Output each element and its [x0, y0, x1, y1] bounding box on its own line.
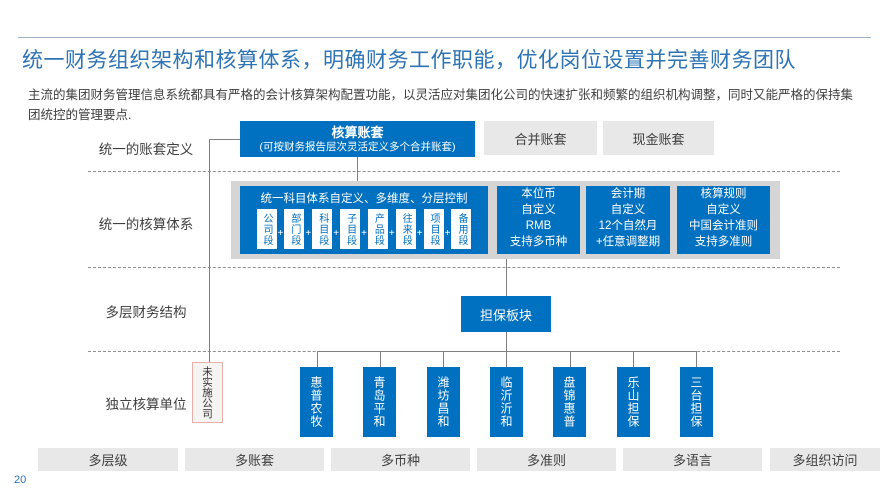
tag-multi-currency: 多币种: [331, 448, 470, 471]
accounting-book-box: 核算账套 (可按财务报告层次灵活定义多个合并账套): [240, 121, 475, 157]
connector-left-vertical: [209, 139, 210, 362]
intro-paragraph: 主流的集团财务管理信息系统都具有严格的会计核算架构配置功能，以灵活应对集团化公司…: [28, 88, 854, 122]
row-label-accounting-system: 统一的核算体系: [98, 217, 194, 232]
unit-box-weifang-changhe: 潍坊昌和: [427, 367, 460, 437]
connector-stub-2: [380, 351, 381, 367]
unit-box-leshan-danbao: 乐山担保: [617, 367, 650, 437]
connector-bus: [317, 351, 697, 352]
row-label-independent-units: 独立核算单位: [105, 397, 187, 412]
connector-stub-7: [696, 351, 697, 367]
period-line: +任意调整期: [595, 236, 661, 248]
currency-line: RMB: [525, 220, 552, 232]
segment-project: 项目段: [423, 209, 444, 249]
subject-segments-row: 公司段 + 部门段 + 科目段 + 子目段 + 产品段 + 往来段 + 项目段 …: [240, 209, 488, 249]
plus-separator: +: [277, 227, 284, 239]
connector-book-to-system: [357, 157, 358, 181]
unit-box-santai-danbao: 三台担保: [680, 367, 713, 437]
accounting-book-subtitle: (可按财务报告层次灵活定义多个合并账套): [259, 140, 456, 153]
segment-company: 公司段: [256, 209, 277, 249]
currency-line: 支持多币种: [509, 236, 568, 248]
rules-line: 支持多准则: [694, 236, 753, 248]
unit-box-linyi-yihe: 临沂沂和: [490, 367, 523, 437]
section-divider-1: [88, 171, 840, 172]
segment-subject: 科目段: [312, 209, 333, 249]
section-divider-2: [88, 267, 840, 268]
plus-separator: +: [444, 227, 451, 239]
subject-system-header: 统一科目体系自定义、多维度、分层控制: [260, 193, 468, 205]
connector-guarantee-to-bus: [506, 332, 507, 351]
period-line: 自定义: [610, 204, 646, 216]
rules-line: 自定义: [706, 204, 741, 216]
merge-book-box: 合并账套: [484, 121, 597, 155]
segment-subitem: 子目段: [340, 209, 361, 249]
page-number: 20: [14, 474, 27, 486]
connector-system-to-guarantee: [506, 259, 507, 296]
rules-line: 中国会计准则: [689, 220, 758, 232]
segment-product: 产品段: [367, 209, 388, 249]
plus-separator: +: [333, 227, 340, 239]
plus-separator: +: [388, 227, 395, 239]
tag-multi-book: 多账套: [185, 448, 324, 471]
connector-left-horizontal: [209, 139, 240, 140]
period-line: 12个自然月: [598, 220, 658, 232]
page-title: 统一财务组织架构和核算体系，明确财务工作职能，优化岗位设置并完善财务团队: [22, 49, 796, 72]
connector-stub-4: [506, 351, 507, 367]
row-label-finance-structure: 多层财务结构: [105, 305, 187, 320]
currency-line: 自定义: [521, 204, 556, 216]
plus-separator: +: [361, 227, 367, 239]
accounting-rules-box: 核算规则 自定义 中国会计准则 支持多准则: [677, 186, 770, 254]
tag-multi-language: 多语言: [623, 448, 762, 471]
unit-box-huipu-nongmu: 惠普农牧: [300, 367, 333, 437]
tag-multi-standard: 多准则: [477, 448, 616, 471]
unit-box-qingdao-pinghe: 青岛平和: [363, 367, 396, 437]
tag-multi-level: 多层级: [38, 448, 178, 471]
period-line: 会计期: [610, 188, 646, 200]
segment-department: 部门段: [284, 209, 305, 249]
currency-line: 本位币: [521, 188, 556, 200]
row-label-account-definition: 统一的账套定义: [98, 142, 194, 157]
connector-stub-1: [317, 351, 318, 367]
plus-separator: +: [305, 227, 312, 239]
connector-stub-3: [443, 351, 444, 367]
accounting-period-box: 会计期 自定义 12个自然月 +任意调整期: [586, 186, 670, 254]
subject-system-box: 统一科目体系自定义、多维度、分层控制 公司段 + 部门段 + 科目段 + 子目段…: [240, 186, 488, 254]
tag-multi-org-access: 多组织访问: [770, 448, 880, 471]
cash-book-box: 现金账套: [603, 121, 714, 155]
header-divider: [18, 37, 871, 38]
guarantee-segment-box: 担保板块: [461, 296, 551, 332]
base-currency-box: 本位币 自定义 RMB 支持多币种: [497, 186, 580, 254]
unit-box-panjin-huipu: 盘锦惠普: [553, 367, 586, 437]
accounting-book-title: 核算账套: [331, 124, 384, 140]
segment-transaction: 往来段: [395, 209, 416, 249]
connector-stub-6: [633, 351, 634, 367]
plus-separator: +: [416, 227, 423, 239]
connector-stub-5: [570, 351, 571, 367]
rules-line: 核算规则: [700, 188, 747, 200]
not-implemented-company-box: 未实施公司: [192, 362, 223, 423]
segment-reserve: 备用段: [451, 209, 472, 249]
